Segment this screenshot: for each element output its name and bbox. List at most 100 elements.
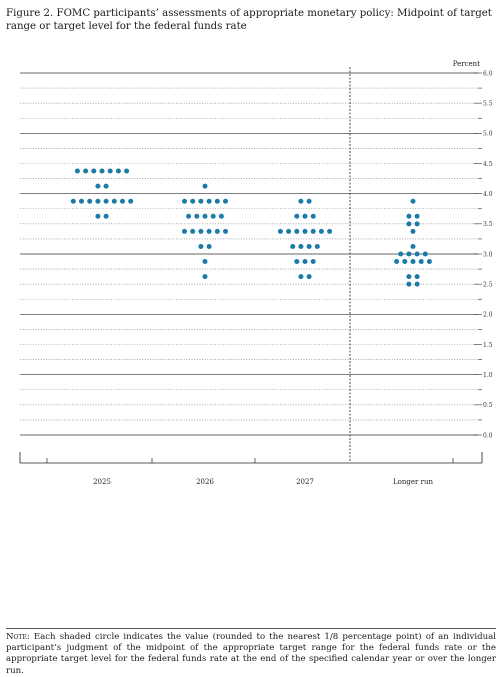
participant-dot — [286, 228, 292, 234]
participant-dot — [74, 168, 80, 174]
participant-dot — [414, 221, 420, 227]
y-axis-label: Percent — [453, 60, 480, 68]
participant-dot — [210, 213, 216, 219]
participant-dot — [206, 228, 212, 234]
participant-dot — [277, 228, 283, 234]
y-tick-label: 0.5 — [483, 402, 493, 409]
participant-dot — [95, 183, 101, 189]
participant-dot — [79, 198, 84, 204]
y-tick-label: 3.5 — [483, 221, 493, 228]
participant-dot — [223, 198, 228, 204]
participant-dot — [414, 251, 420, 257]
participant-dot — [198, 198, 204, 204]
participant-dot — [302, 228, 308, 234]
participant-dot — [202, 259, 208, 265]
participant-dot — [182, 198, 187, 204]
participant-dot — [186, 213, 192, 219]
participant-dot — [190, 228, 196, 234]
participant-dot — [206, 243, 212, 249]
y-tick-label: 1.5 — [483, 342, 493, 349]
participant-dot — [306, 243, 312, 249]
data-points — [70, 168, 432, 287]
participant-dot — [103, 213, 109, 219]
y-tick-label: 4.5 — [483, 161, 493, 168]
participant-dot — [206, 198, 212, 204]
participant-dot — [120, 198, 125, 204]
participant-dot — [406, 221, 412, 227]
figure-note: Note: Each shaded circle indicates the v… — [6, 632, 496, 677]
participant-dot — [406, 281, 412, 287]
participant-dot — [310, 259, 316, 265]
participant-dot — [124, 168, 130, 174]
participant-dot — [298, 198, 304, 204]
participant-dot — [327, 228, 333, 234]
participant-dot — [115, 168, 121, 174]
participant-dot — [128, 198, 134, 204]
participant-dot — [290, 243, 296, 249]
note-divider — [6, 628, 496, 629]
participant-dot — [410, 228, 416, 234]
participant-dot — [414, 213, 420, 219]
participant-dot — [314, 243, 320, 249]
y-axis: 0.0 0.5 1.0 1.5 2.0 2.5 3.0 3.5 4.0 4.5 5.0 5.5 6.0P… — [453, 60, 493, 439]
participant-dot — [194, 213, 200, 219]
participant-dot — [414, 274, 420, 280]
participant-dot — [302, 213, 308, 219]
participant-dot — [306, 274, 312, 280]
participant-dot — [111, 198, 117, 204]
participant-dot — [202, 183, 208, 189]
participant-dot — [310, 213, 316, 219]
participant-dot — [414, 281, 420, 287]
participant-dot — [294, 259, 300, 265]
participant-dot — [202, 213, 208, 219]
participant-dot — [398, 251, 404, 257]
participant-dot — [91, 168, 97, 174]
participant-dot — [310, 228, 316, 234]
y-tick-label: 4.0 — [483, 191, 493, 198]
participant-dot — [87, 198, 93, 204]
y-tick-label: 1.0 — [483, 372, 493, 379]
y-tick-label: 5.5 — [483, 101, 493, 108]
participant-dot — [306, 198, 312, 204]
y-tick-label: 0.0 — [483, 432, 493, 439]
note-text: : Each shaded circle indicates the value… — [6, 632, 496, 676]
participant-dot — [406, 251, 412, 257]
gridlines — [20, 67, 478, 463]
x-category-label: 2026 — [196, 478, 214, 486]
participant-dot — [103, 198, 109, 204]
y-tick-label: 2.0 — [483, 312, 493, 319]
participant-dot — [103, 183, 109, 189]
participant-dot — [107, 168, 113, 174]
participant-dot — [426, 259, 432, 265]
x-axis: 2025 2026 2027 Longer run — [19, 452, 483, 486]
participant-dot — [70, 198, 76, 204]
x-category-label: Longer run — [393, 478, 433, 486]
participant-dot — [410, 198, 416, 204]
y-tick-label: 6.0 — [483, 70, 493, 77]
participant-dot — [202, 274, 208, 280]
participant-dot — [298, 274, 304, 280]
participant-dot — [218, 213, 224, 219]
participant-dot — [95, 198, 101, 204]
note-label: Note — [6, 632, 27, 642]
participant-dot — [83, 168, 89, 174]
participant-dot — [214, 228, 220, 234]
x-category-label: 2027 — [296, 478, 314, 486]
participant-dot — [406, 274, 412, 280]
participant-dot — [198, 228, 204, 234]
x-category-label: 2025 — [93, 478, 111, 486]
participant-dot — [406, 213, 412, 219]
y-tick-label: 3.0 — [483, 251, 493, 258]
participant-dot — [298, 243, 304, 249]
participant-dot — [410, 259, 416, 265]
participant-dot — [402, 259, 408, 265]
participant-dot — [214, 198, 220, 204]
participant-dot — [422, 251, 428, 257]
participant-dot — [302, 259, 308, 265]
participant-dot — [294, 228, 300, 234]
participant-dot — [95, 213, 101, 219]
participant-dot — [394, 259, 400, 265]
participant-dot — [190, 198, 196, 204]
participant-dot — [318, 228, 324, 234]
